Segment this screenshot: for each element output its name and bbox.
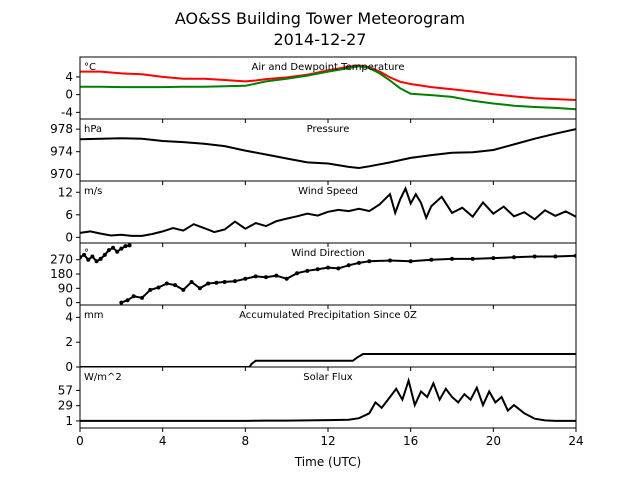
xtick-label: 0 <box>76 434 84 448</box>
pressure-series-0 <box>80 128 576 170</box>
precip-unit: mm <box>84 310 103 321</box>
temp-ytick-label: 0 <box>65 88 73 102</box>
xtick-label: 20 <box>486 434 501 448</box>
solar-ytick-label: 29 <box>58 399 73 413</box>
temp-ytick-label: 4 <box>65 70 73 84</box>
panel-pressure: 970 974 978 hPa Pressure <box>50 118 577 185</box>
wind_direction-series-1 <box>120 254 576 304</box>
solar-data <box>80 376 576 422</box>
precip-series-0 <box>80 353 576 367</box>
solar-series-0 <box>80 376 576 422</box>
panel-temp: -4 0 4 °C Air and Dewpoint Temperature <box>61 56 577 123</box>
precip-ytick-label: 4 <box>65 310 73 324</box>
wind_speed-title: Wind Speed <box>298 186 358 197</box>
solar-ytick-label: 57 <box>58 383 73 397</box>
pressure-data <box>80 128 576 170</box>
temp-title: Air and Dewpoint Temperature <box>252 62 405 73</box>
solar-ytick-label: 1 <box>65 414 73 428</box>
wind_direction-unit: ° <box>84 248 89 259</box>
wind_direction-title: Wind Direction <box>291 248 365 259</box>
solar-unit: W/m^2 <box>84 372 122 383</box>
x-axis: 0 4 8 12 16 20 24 <box>76 434 583 448</box>
wind_speed-series-0 <box>80 185 576 237</box>
wind_direction-ytick-label: 90 <box>58 281 73 295</box>
xtick-label: 16 <box>403 434 418 448</box>
x-axis-label: Time (UTC) <box>294 455 361 469</box>
panels: -404°C Air and Dewpoint Temperature970974… <box>50 56 577 432</box>
temp-data <box>80 64 576 111</box>
precip-ytick-label: 0 <box>65 360 73 374</box>
wind_speed-data <box>80 185 576 237</box>
precip-title: Accumulated Precipitation Since 0Z <box>239 310 417 321</box>
pressure-ytick-label: 970 <box>50 167 73 181</box>
panel-precip: 0 2 4 mm Accumulated Precipitation Since 0Z <box>65 304 577 374</box>
xtick-label: 12 <box>320 434 335 448</box>
wind_direction-ytick-label: 270 <box>50 253 73 267</box>
pressure-ytick-label: 974 <box>50 145 73 159</box>
pressure-ytick-label: 978 <box>50 122 73 136</box>
xtick-label: 4 <box>159 434 167 448</box>
wind_direction-series-0 <box>80 244 130 263</box>
temp-unit: °C <box>84 62 96 73</box>
xtick-label: 8 <box>242 434 250 448</box>
wind_speed-ytick-label: 6 <box>65 208 73 222</box>
wind_speed-unit: m/s <box>84 186 102 197</box>
temp-ytick-label: -4 <box>61 105 73 119</box>
solar-title: Solar Flux <box>303 372 353 383</box>
xtick-label: 24 <box>568 434 583 448</box>
panel-solar: 129 57 W/m^2 Solar Flux <box>58 366 577 432</box>
wind_direction-ytick-label: 0 <box>65 296 73 310</box>
temp-series-1 <box>80 65 576 111</box>
precip-ytick-label: 2 <box>65 335 73 349</box>
wind_speed-ytick-label: 12 <box>58 185 73 199</box>
panel-wind_speed: 0 6 12 m/s Wind Speed <box>58 180 577 247</box>
pressure-title: Pressure <box>307 124 350 135</box>
temp-series-0 <box>80 64 576 101</box>
pressure-unit: hPa <box>84 124 102 135</box>
figure-date: 2014-12-27 <box>274 30 367 49</box>
figure-title: AO&SS Building Tower Meteorogram <box>175 9 465 28</box>
wind_speed-ytick-label: 0 <box>65 230 73 244</box>
precip-data <box>80 353 576 367</box>
wind_direction-ytick-label: 180 <box>50 267 73 281</box>
